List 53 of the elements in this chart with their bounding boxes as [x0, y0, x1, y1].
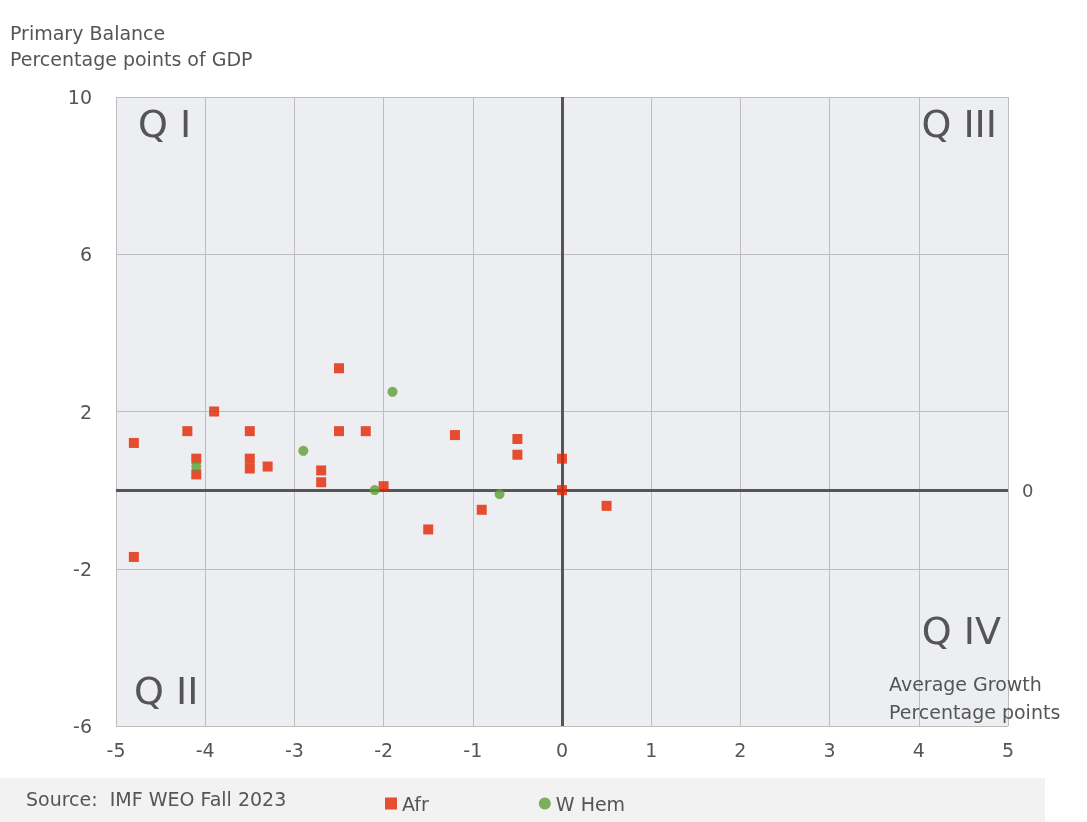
- legend-label: W Hem: [555, 792, 626, 815]
- x-tick-label: 0: [555, 738, 569, 761]
- y-tick-label: 6: [79, 243, 92, 266]
- point: [378, 481, 389, 492]
- x-tick-label: 3: [823, 738, 836, 761]
- point: [449, 430, 460, 441]
- x-tick-label: 4: [912, 738, 925, 761]
- annotation: Q II: [134, 669, 199, 713]
- x-tick-label: 5: [1001, 738, 1015, 761]
- point: [423, 524, 434, 535]
- source-note: Source: IMF WEO Fall 2023: [26, 787, 287, 810]
- point: [244, 426, 255, 437]
- point: [476, 504, 487, 515]
- point: [557, 453, 567, 464]
- x-tick-label: -3: [284, 738, 304, 761]
- y-tick-label: -6: [73, 715, 92, 737]
- x-tick-label: 2: [734, 738, 747, 761]
- point: [601, 500, 612, 511]
- ref-line-label: 0: [1022, 479, 1034, 501]
- x-tick-label: -5: [106, 738, 126, 761]
- x-tick-label: -4: [195, 738, 215, 761]
- point: [369, 485, 380, 496]
- point: [494, 489, 505, 500]
- point: [128, 437, 139, 448]
- point: [209, 406, 220, 417]
- x-tick-label: -1: [463, 738, 483, 761]
- point: [191, 461, 202, 472]
- point: [298, 445, 309, 456]
- annotation: Q IV: [921, 609, 1002, 653]
- legend-label: Afr: [402, 792, 430, 815]
- point: [360, 426, 371, 437]
- x-tick-label: -2: [374, 738, 394, 761]
- point: [316, 477, 327, 488]
- point: [387, 386, 398, 397]
- point: [262, 461, 273, 472]
- point: [334, 363, 344, 374]
- y-tick-label: 10: [67, 86, 92, 108]
- point: [182, 426, 193, 437]
- point: [512, 434, 523, 445]
- annotation: Q III: [921, 102, 998, 146]
- point: [512, 449, 523, 460]
- point: [334, 426, 344, 437]
- y-axis-title: Primary Balance Percentage points of GDP: [10, 22, 253, 70]
- x-axis-title: Average Growth Percentage points: [889, 673, 1061, 723]
- y-tick-label: 2: [79, 400, 92, 423]
- y-tick-label: -2: [73, 557, 92, 580]
- point: [316, 465, 327, 476]
- point: [244, 453, 255, 464]
- point: [128, 551, 139, 562]
- point: [557, 485, 567, 496]
- annotation: Q I: [138, 102, 192, 146]
- x-tick-label: 1: [645, 738, 658, 761]
- point: [244, 463, 255, 474]
